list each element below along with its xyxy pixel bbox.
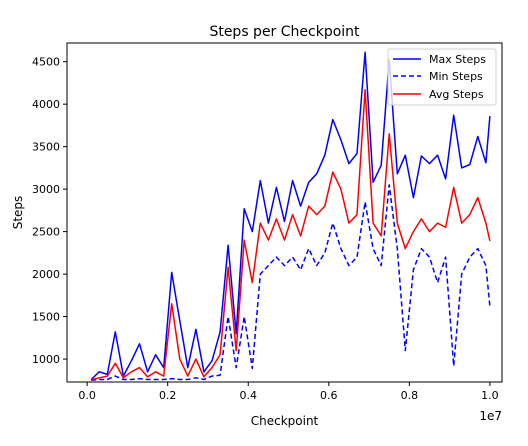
x-tick-label: 0.2 <box>159 389 177 402</box>
x-tick-label: 0.8 <box>401 389 419 402</box>
y-tick-label: 4500 <box>32 56 60 69</box>
y-tick-label: 1500 <box>32 311 60 324</box>
series-line-avg-steps <box>91 88 491 381</box>
x-tick-label: 1.0 <box>481 389 499 402</box>
legend-label-avg-steps: Avg Steps <box>429 88 484 101</box>
legend: Max Steps Min Steps Avg Steps <box>387 48 497 106</box>
x-axis-ticks: 0.0 0.2 0.4 0.6 0.8 1.0 <box>78 382 499 402</box>
x-tick-label: 0.0 <box>78 389 96 402</box>
y-tick-label: 3000 <box>32 183 60 196</box>
legend-label-max-steps: Max Steps <box>429 53 486 66</box>
y-tick-label: 2500 <box>32 226 60 239</box>
x-axis-offset-label: 1e7 <box>479 409 502 423</box>
x-tick-label: 0.6 <box>320 389 338 402</box>
chart-title: Steps per Checkpoint <box>209 24 360 40</box>
x-tick-label: 0.4 <box>240 389 258 402</box>
series-line-min-steps <box>91 184 491 382</box>
y-tick-label: 1000 <box>32 353 60 366</box>
y-axis-label: Steps <box>11 196 25 230</box>
y-tick-label: 3500 <box>32 141 60 154</box>
y-tick-label: 2000 <box>32 268 60 281</box>
axes-frame <box>66 42 503 383</box>
x-axis-label: Checkpoint <box>251 414 319 428</box>
series-lines <box>90 51 491 382</box>
legend-box <box>387 48 497 106</box>
legend-label-min-steps: Min Steps <box>429 70 483 83</box>
series-line-max-steps <box>90 51 491 381</box>
y-tick-label: 4000 <box>32 98 60 111</box>
y-axis-ticks: 1000 1500 2000 2500 3000 3500 4000 4500 <box>32 56 67 366</box>
